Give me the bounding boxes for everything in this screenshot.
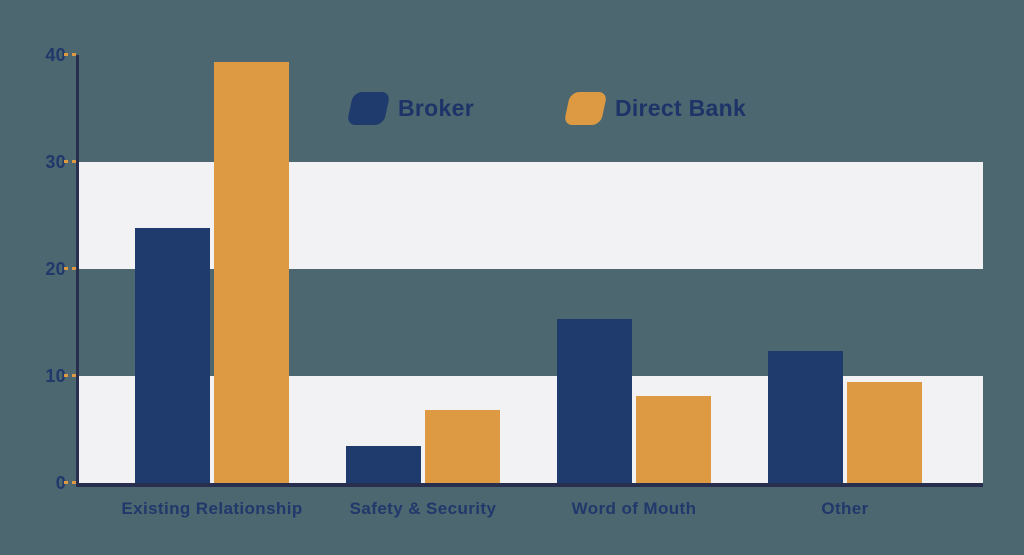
bar-direct-bank-3 [847, 382, 922, 483]
x-category-label-3: Other [821, 499, 869, 518]
bar-direct-bank-0 [214, 62, 289, 483]
bar-broker-3 [768, 351, 843, 483]
y-axis-line [76, 55, 79, 487]
direct-bank-swatch-icon [563, 92, 608, 125]
y-tick-mark-10 [64, 374, 76, 377]
x-category-label-1: Safety & Security [349, 499, 497, 518]
y-tick-mark-20 [64, 267, 76, 270]
bar-broker-0 [135, 228, 210, 483]
legend-label-broker: Broker [398, 95, 474, 121]
y-tick-mark-0 [64, 481, 76, 484]
y-tick-label-0: 0 [55, 473, 66, 493]
x-category-label-2: Word of Mouth [571, 499, 697, 518]
bar-broker-2 [557, 319, 632, 483]
y-tick-mark-30 [64, 160, 76, 163]
y-tick-label-40: 40 [45, 45, 66, 65]
y-tick-label-20: 20 [45, 259, 66, 279]
bar-direct-bank-1 [425, 410, 500, 483]
x-axis-line [76, 483, 983, 487]
y-tick-label-10: 10 [45, 366, 66, 386]
legend-item-direct-bank: Direct Bank [563, 92, 747, 125]
legend-item-broker: Broker [346, 92, 474, 125]
broker-swatch-icon [346, 92, 391, 125]
y-tick-mark-40 [64, 53, 76, 56]
bar-broker-1 [346, 445, 421, 483]
x-category-label-0: Existing Relationship [121, 499, 303, 518]
y-tick-label-30: 30 [45, 152, 66, 172]
chart-legend: Broker Direct Bank [346, 92, 747, 125]
legend-label-direct-bank: Direct Bank [614, 95, 747, 121]
bar-direct-bank-2 [636, 396, 711, 483]
